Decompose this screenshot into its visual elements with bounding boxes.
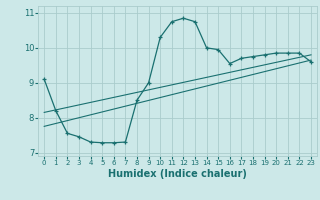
X-axis label: Humidex (Indice chaleur): Humidex (Indice chaleur) bbox=[108, 169, 247, 179]
